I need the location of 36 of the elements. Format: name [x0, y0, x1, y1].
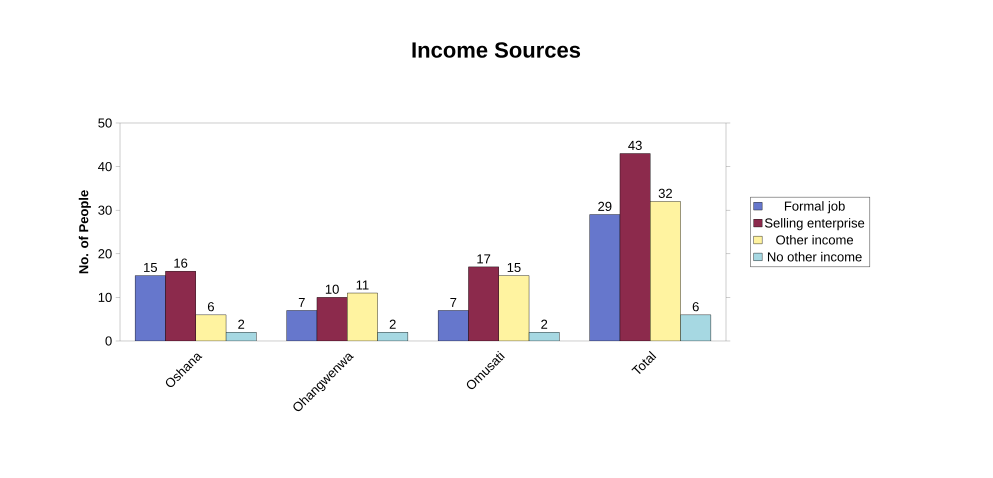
y-tick-label: 30	[98, 206, 112, 215]
legend-label: Selling enterprise	[764, 218, 864, 230]
y-tick-label: 40	[98, 162, 112, 172]
chart-title: Income Sources	[412, 42, 580, 58]
y-tick-label: 20	[98, 249, 112, 258]
data-label: 7	[298, 298, 305, 307]
data-label: 2	[390, 320, 396, 329]
data-label: 15	[508, 262, 521, 272]
data-label: 6	[692, 302, 699, 312]
data-label: 15	[144, 262, 157, 272]
legend-label: Formal job	[784, 201, 845, 214]
data-label: 6	[208, 302, 214, 312]
bar	[196, 314, 226, 341]
bar	[620, 153, 650, 341]
bar	[316, 297, 348, 341]
y-tick-label: 0	[105, 336, 112, 346]
data-label: 2	[541, 320, 548, 329]
y-tick-label: 10	[98, 292, 112, 302]
bar	[468, 266, 499, 341]
legend-label: No other income	[768, 252, 862, 262]
y-axis-title: No. of People	[78, 190, 91, 274]
data-label: 7	[450, 298, 456, 307]
data-label: 2	[238, 320, 244, 329]
data-label: 16	[174, 258, 188, 268]
bar	[650, 201, 681, 341]
data-label: 11	[356, 280, 369, 290]
bar	[498, 275, 530, 341]
y-tick-label: 50	[98, 118, 112, 128]
data-label: 32	[658, 188, 672, 198]
data-label: 43	[628, 140, 642, 150]
bar	[347, 292, 378, 341]
bar	[165, 271, 196, 341]
legend-label: Other income	[776, 234, 854, 245]
data-label: 10	[326, 284, 339, 294]
data-label: 17	[477, 254, 490, 264]
data-label: 29	[598, 202, 612, 212]
